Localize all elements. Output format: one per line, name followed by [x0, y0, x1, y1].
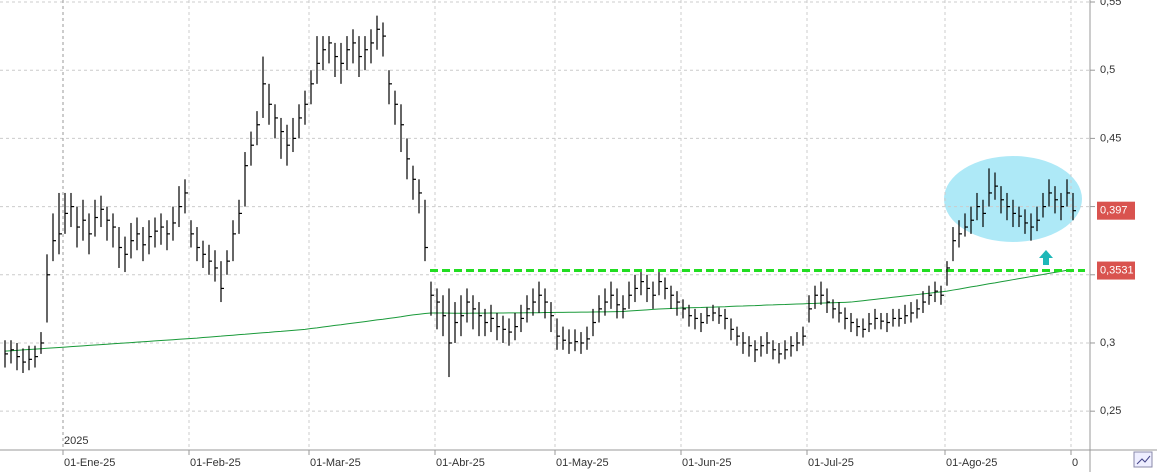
x-tick-label: 01-Mar-25	[310, 457, 361, 469]
x-tick-label: 01-Abr-25	[436, 457, 485, 469]
plot-area	[0, 0, 1090, 450]
last-price-label: 0,397	[1100, 205, 1128, 217]
x-tick-label: 01-Ene-25	[64, 457, 115, 469]
x-tick-label: 01-Feb-25	[190, 457, 241, 469]
y-tick-label: 0,5	[1100, 64, 1115, 76]
y-tick-label: 0,55	[1100, 0, 1121, 8]
highlight-ellipse	[944, 156, 1082, 242]
x-tick-label: 01-Jun-25	[682, 457, 732, 469]
y-tick-label: 0,3	[1100, 337, 1115, 349]
up-arrow	[1039, 250, 1053, 265]
x-tick-label: 01-Jul-25	[808, 457, 854, 469]
x-tick-label: 0	[1072, 457, 1078, 469]
y-tick-label: 0,25	[1100, 405, 1121, 417]
x-tick-label: 01-May-25	[556, 457, 609, 469]
x-tick-label: 01-Ago-25	[946, 457, 997, 469]
resistance-tag	[1097, 261, 1135, 280]
last-price-tag	[1097, 201, 1135, 220]
year-label: 2025	[64, 435, 88, 447]
scale-icon	[1136, 455, 1151, 465]
resistance-label: 0,3531	[1100, 264, 1134, 276]
y-tick-label: 0,45	[1100, 132, 1121, 144]
